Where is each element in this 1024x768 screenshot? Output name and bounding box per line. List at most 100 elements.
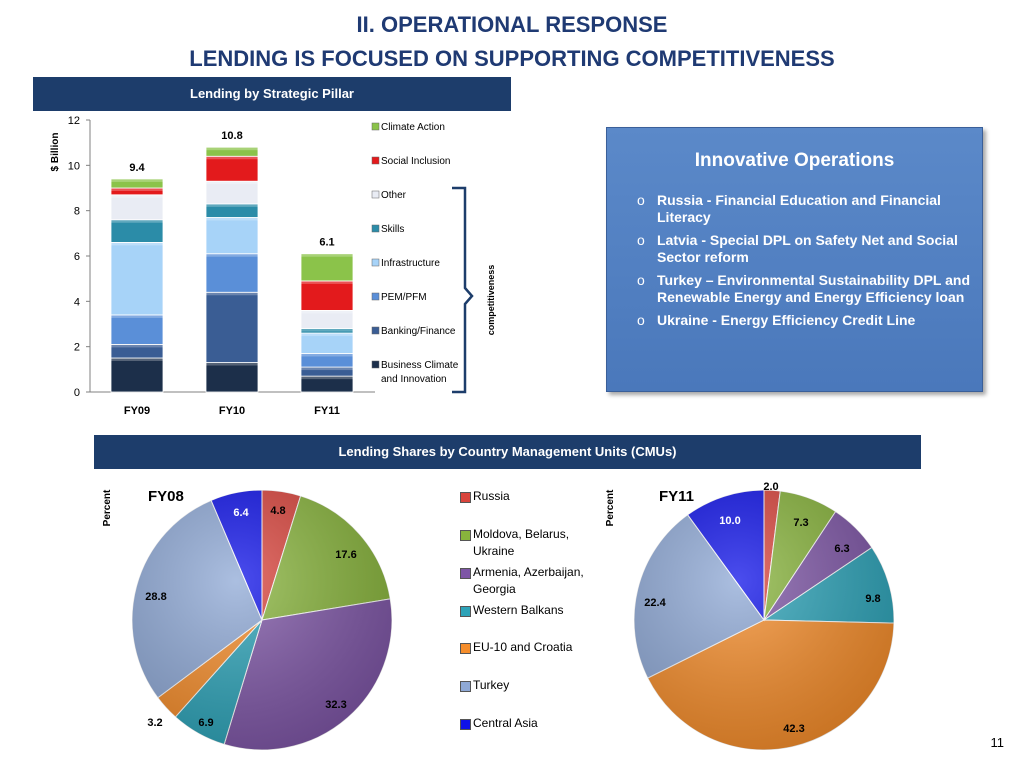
innovative-item-text: Latvia - Special DPL on Safety Net and S… — [657, 232, 958, 265]
innovative-item-text: Russia - Financial Education and Financi… — [657, 192, 941, 225]
bar-segment-pem-pfm — [110, 314, 164, 345]
bullet-icon: o — [637, 312, 645, 328]
legend-label: Other — [381, 190, 407, 201]
bar-segment-highlight — [301, 328, 353, 332]
pie-legend-item: Russia — [460, 488, 608, 505]
bar-segment-climate-action — [300, 253, 354, 282]
legend-swatch-russia — [460, 492, 471, 503]
bar-segment-business-climate-and-innovation — [205, 362, 259, 393]
legend-label: Banking/Finance — [381, 326, 456, 337]
bar-segment-highlight — [111, 194, 163, 198]
bar-segment-infrastructure — [110, 241, 164, 316]
legend-swatch-banking-finance — [371, 326, 380, 335]
pie-legend-label: EU-10 and Croatia — [473, 640, 573, 654]
bar-segment-highlight — [301, 367, 353, 371]
pie-legend-label: Russia — [473, 489, 510, 503]
pie-legend-label: Central Asia — [473, 716, 538, 730]
bar-segment-climate-action — [110, 178, 164, 189]
legend-swatch-business-climate-and-innovation — [371, 360, 380, 369]
pie-value-label: 22.4 — [644, 597, 666, 609]
pie-value-label: 3.2 — [147, 717, 162, 729]
bar-segment-social-inclusion — [300, 280, 354, 311]
pie-legend-item: Central Asia — [460, 715, 608, 732]
slide-subtitle: LENDING IS FOCUSED ON SUPPORTING COMPETI… — [189, 46, 835, 71]
innovative-item-text: Turkey – Environmental Sustainability DP… — [657, 272, 971, 305]
pie-legend-item: EU-10 and Croatia — [460, 639, 608, 656]
innovative-item: o Turkey – Environmental Sustainability D… — [637, 272, 972, 306]
innovative-operations-list: o Russia - Financial Education and Financ… — [637, 192, 972, 329]
bar-segment-highlight — [206, 203, 258, 207]
bar-segment-highlight — [301, 353, 353, 357]
bar-segment-highlight — [111, 242, 163, 246]
pie-value-label: 2.0 — [763, 481, 778, 493]
bar-segment-highlight — [301, 253, 353, 257]
bar-total-label: 6.1 — [319, 237, 334, 249]
bar-segment-infrastructure — [300, 332, 354, 354]
pie-axis-label: Percent — [605, 489, 616, 526]
fy08-pie-chart: 4.8 17.6 32.3 6.9 3.2 28.8 6.4 FY08 Percent — [102, 488, 393, 751]
y-axis-label: $ Billion — [50, 133, 61, 172]
pie-legend-item: Western Balkans — [460, 602, 608, 619]
y-tick-label: 10 — [68, 160, 80, 172]
bar-segment-highlight — [301, 333, 353, 337]
bar-segment-highlight — [206, 292, 258, 296]
bar-segment-highlight — [206, 156, 258, 160]
bar-segment-highlight — [111, 314, 163, 318]
bullet-icon: o — [637, 272, 645, 288]
x-tick-label: FY10 — [219, 405, 245, 417]
bar-segment-highlight — [301, 280, 353, 284]
pie-legend-label: Turkey — [473, 678, 510, 692]
legend-swatch-moldova-belarus-ukraine — [460, 530, 471, 541]
y-tick-label: 6 — [74, 251, 80, 263]
bar-segment-climate-action — [205, 146, 259, 157]
pie-axis-label: Percent — [102, 489, 113, 526]
legend-swatch-turkey — [460, 681, 471, 692]
legend-swatch-social-inclusion — [371, 156, 380, 165]
pie-value-label: 6.4 — [233, 507, 249, 519]
bar-segment-highlight — [206, 181, 258, 185]
bar-chart-axis: 0 2 4 6 8 10 12 $ Billion FY09 FY10 FY11 — [50, 115, 375, 417]
pie-value-label: 10.0 — [719, 515, 740, 527]
legend-label: Social Inclusion — [381, 156, 450, 167]
y-tick-label: 8 — [74, 206, 80, 218]
pie-legend-label: Armenia, Azerbaijan, Georgia — [473, 565, 584, 596]
bar-segment-highlight — [206, 147, 258, 151]
page-number: 11 — [990, 735, 1005, 750]
innovative-operations-box: Innovative Operations o Russia - Financia… — [606, 127, 983, 392]
pie-value-label: 42.3 — [783, 723, 804, 735]
pie-value-label: 17.6 — [335, 549, 356, 561]
y-tick-label: 0 — [74, 387, 80, 399]
bar-segment-highlight — [206, 362, 258, 366]
bar-segment-highlight — [111, 188, 163, 191]
bar-segment-other — [205, 180, 259, 205]
bullet-icon: o — [637, 192, 645, 208]
legend-swatch-other — [371, 190, 380, 199]
bar-chart-totals: 9.4 10.8 6.1 — [129, 130, 334, 249]
x-tick-label: FY09 — [124, 405, 150, 417]
innovative-item-text: Ukraine - Energy Efficiency Credit Line — [657, 312, 916, 328]
y-tick-label: 2 — [74, 342, 80, 354]
pie-value-label: 6.3 — [834, 543, 849, 555]
bar-segment-banking-finance — [205, 291, 259, 363]
bar-segment-business-climate-and-innovation — [110, 357, 164, 393]
pie-value-label: 9.8 — [865, 593, 880, 605]
legend-swatch-infrastructure — [371, 258, 380, 267]
innovative-item: o Ukraine - Energy Efficiency Credit Line — [637, 312, 972, 329]
bar-segment-pem-pfm — [205, 253, 259, 293]
legend-swatch-central-asia — [460, 719, 471, 730]
legend-swatch-climate-action — [371, 122, 380, 131]
pie-value-label: 6.9 — [198, 717, 213, 729]
bar-chart-stacks — [110, 146, 354, 393]
pie-value-label: 32.3 — [325, 699, 346, 711]
pie-value-label: 28.8 — [145, 591, 166, 603]
bar-segment-highlight — [111, 358, 163, 361]
pie-title: FY08 — [148, 488, 184, 505]
bar-segment-highlight — [206, 217, 258, 221]
innovative-operations-title: Innovative Operations — [694, 150, 895, 171]
legend-swatch-skills — [371, 224, 380, 233]
innovative-item: o Latvia - Special DPL on Safety Net and … — [637, 232, 972, 266]
pie-value-label: 4.8 — [270, 505, 285, 517]
legend-swatch-eu-10-and-croatia — [460, 643, 471, 654]
pie-value-label: 7.3 — [793, 517, 808, 529]
legend-swatch-western-balkans — [460, 606, 471, 617]
